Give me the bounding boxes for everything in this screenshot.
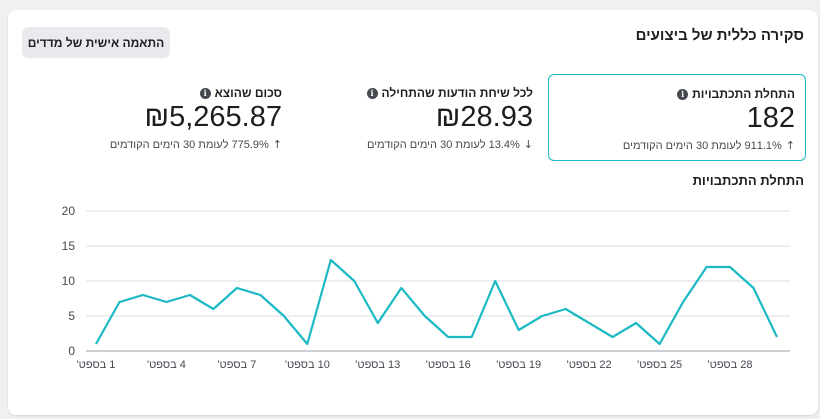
x-tick-label: 25 בספט' (637, 359, 682, 371)
metric-label-text: סכום שהוצא (214, 86, 282, 100)
metric-change: 911.1% לעומת 30 הימים הקודמים (622, 140, 782, 152)
x-tick-label: 7 בספט' (217, 359, 256, 371)
metric-label-text: לכל שיחת הודעות שהתחילה (381, 86, 533, 100)
metric-comparison: ↓13.4% לעומת 30 הימים הקודמים (367, 138, 533, 151)
x-tick-label: 19 בספט' (496, 359, 541, 371)
x-tick-label: 22 בספט' (567, 359, 612, 371)
chart-y-ticks: 0 5 10 15 20 (62, 204, 76, 358)
chart-gridlines (86, 210, 790, 352)
metric-value: ₪28.93 (435, 101, 533, 133)
metric-change: 775.9% לעומת 30 הימים הקודמים (109, 139, 269, 151)
page-title: סקירה כללית של ביצועים (635, 27, 804, 44)
metric-label: התחלת התכתבויות i (677, 87, 795, 101)
info-icon[interactable]: i (199, 87, 211, 99)
y-tick-label: 0 (68, 344, 75, 358)
metric-card-conversations-started[interactable]: התחלת התכתבויות i 182 ↑911.1% לעומת 30 ה… (548, 74, 806, 161)
x-tick-label: 16 בספט' (426, 359, 471, 371)
x-tick-label: 1 בספט' (77, 359, 116, 371)
info-icon[interactable]: i (366, 87, 378, 99)
metric-label-text: התחלת התכתבויות (692, 87, 795, 101)
metric-value: ₪5,265.87 (144, 101, 282, 133)
x-tick-label: 10 בספט' (285, 359, 330, 371)
metric-label: לכל שיחת הודעות שהתחילה i (366, 86, 533, 100)
y-tick-label: 20 (62, 204, 76, 218)
x-tick-label: 4 בספט' (147, 359, 186, 371)
arrow-down-icon: ↓ (523, 138, 533, 151)
info-icon[interactable]: i (677, 88, 689, 100)
y-tick-label: 5 (68, 309, 75, 323)
customize-metrics-button[interactable]: התאמה אישית של מדדים (22, 27, 170, 58)
arrow-up-icon: ↑ (785, 139, 795, 152)
arrow-up-icon: ↑ (272, 138, 282, 151)
metric-comparison: ↑911.1% לעומת 30 הימים הקודמים (623, 139, 795, 152)
metric-card-cost-per-conversation[interactable]: לכל שיחת הודעות שהתחילה i ₪28.93 ↓13.4% … (308, 74, 543, 161)
y-tick-label: 10 (62, 274, 76, 288)
metric-label: סכום שהוצא i (199, 86, 282, 100)
performance-overview-card: סקירה כללית של ביצועים התאמה אישית של מד… (8, 10, 818, 415)
series-line[interactable] (95, 258, 778, 346)
y-tick-label: 15 (62, 239, 76, 253)
metric-value: 182 (746, 102, 795, 134)
x-tick-label: 28 בספט' (708, 359, 753, 371)
metric-card-amount-spent[interactable]: סכום שהוצא i ₪5,265.87 ↑775.9% לעומת 30 … (68, 74, 292, 161)
chart-x-ticks: 1 בספט' 4 בספט' 7 בספט' 10 בספט' 13 בספט' 16 … (77, 359, 753, 371)
x-tick-label: 13 בספט' (355, 359, 400, 371)
chart-title: התחלת התכתבויות (692, 173, 804, 188)
metric-change: 13.4% לעומת 30 הימים הקודמים (366, 139, 520, 151)
metric-comparison: ↑775.9% לעומת 30 הימים הקודמים (110, 138, 282, 151)
